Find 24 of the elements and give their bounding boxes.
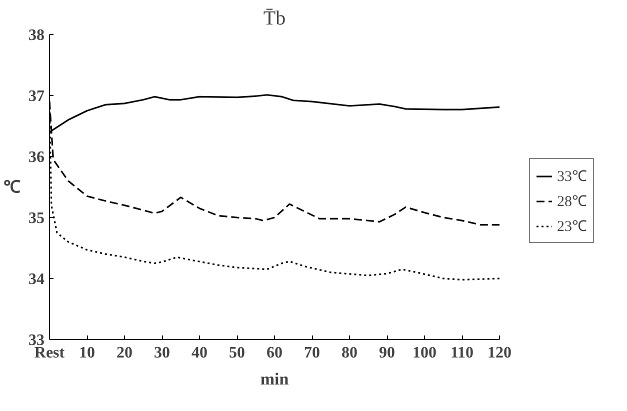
- x-tick-label: 40: [192, 344, 208, 362]
- legend-label: 28℃: [557, 193, 587, 211]
- x-tick-label: 10: [79, 344, 95, 362]
- x-axis-title: min: [260, 370, 290, 388]
- x-tick-label: 100: [412, 344, 436, 362]
- x-tick-label: Rest: [34, 344, 66, 362]
- x-tick-label: 50: [229, 344, 245, 362]
- y-tick-label: 37: [28, 88, 44, 105]
- x-tick-label: 90: [379, 344, 395, 362]
- x-tick-label: 80: [342, 344, 358, 362]
- y-tick-label: 35: [28, 210, 44, 227]
- y-tick-label: 36: [28, 149, 44, 166]
- y-tick-label: 34: [28, 271, 44, 288]
- x-tick-label: 60: [266, 344, 282, 362]
- x-tick-label: 110: [450, 344, 474, 362]
- legend-label: 23℃: [557, 218, 587, 236]
- x-tick-label: 120: [488, 344, 512, 362]
- y-tick-label: 38: [28, 27, 44, 44]
- y-axis-title: ℃: [4, 178, 20, 196]
- chart-title: T̄b: [263, 8, 286, 30]
- x-tick-label: 70: [304, 344, 320, 362]
- x-tick-label: 30: [154, 344, 170, 362]
- x-tick-label: 20: [116, 344, 132, 362]
- legend-label: 33℃: [557, 168, 587, 186]
